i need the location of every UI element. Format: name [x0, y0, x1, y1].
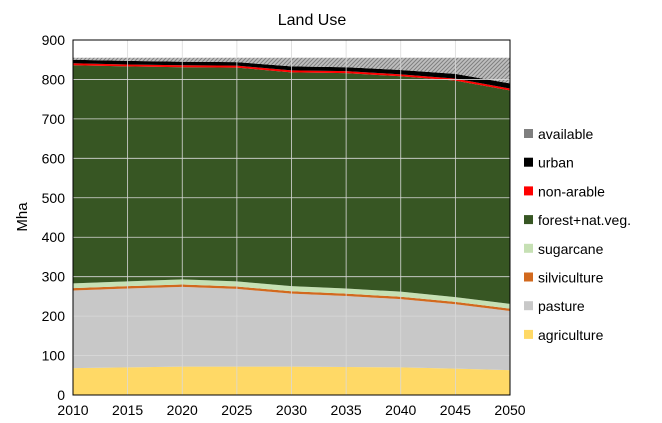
area-sugarcane — [73, 279, 510, 309]
y-tick-label: 900 — [42, 32, 66, 48]
x-tick-label: 2020 — [167, 402, 198, 418]
y-tick-label: 100 — [42, 348, 66, 364]
y-tick-label: 800 — [42, 71, 66, 87]
legend-label: silviculture — [538, 270, 604, 286]
x-tick-label: 2025 — [221, 402, 252, 418]
x-tick-label: 2015 — [112, 402, 143, 418]
y-tick-label: 600 — [42, 150, 66, 166]
legend-label: agriculture — [538, 327, 604, 343]
legend-label: non-arable — [538, 183, 605, 199]
legend-label: pasture — [538, 298, 585, 314]
area-non-arable — [73, 63, 510, 91]
plot-border — [72, 39, 511, 396]
legend-label: available — [538, 126, 593, 142]
legend-swatch-agriculture — [524, 329, 533, 339]
x-tick-label: 2050 — [494, 402, 525, 418]
x-tick-label: 2030 — [276, 402, 307, 418]
legend-label: urban — [538, 155, 574, 171]
legend-label: sugarcane — [538, 241, 604, 257]
legend-swatch-silviculture — [524, 272, 533, 282]
chart-title: Land Use — [278, 12, 347, 29]
y-tick-label: 700 — [42, 111, 66, 127]
legend-swatch-pasture — [524, 301, 533, 311]
legend-swatch-non-arable — [524, 186, 533, 196]
y-tick-label: 300 — [42, 269, 66, 285]
y-tick-label: 500 — [42, 190, 66, 206]
x-tick-label: 2035 — [331, 402, 362, 418]
area-silviculture — [73, 284, 510, 311]
area-urban — [73, 59, 510, 89]
x-tick-label: 2040 — [385, 402, 416, 418]
y-tick-label: 0 — [57, 387, 65, 403]
x-tick-label: 2045 — [440, 402, 471, 418]
legend-swatch-available — [524, 129, 533, 138]
legend-swatch-sugarcane — [524, 243, 533, 253]
legend-label: forest+nat.veg. — [538, 212, 631, 228]
y-tick-label: 200 — [42, 308, 66, 324]
y-tick-label: 400 — [42, 229, 66, 245]
legend-swatch-forest-nat-veg- — [524, 215, 533, 225]
legend: available urban non-arable forest+nat.veg. s… — [524, 126, 631, 343]
x-tick-label: 2010 — [57, 402, 88, 418]
y-axis-title: Mha — [14, 202, 31, 232]
legend-swatch-urban — [524, 157, 533, 167]
plot-area: 0 100 200 300 400 500 600 700 800 900 2010 2015 2020… — [42, 32, 526, 418]
